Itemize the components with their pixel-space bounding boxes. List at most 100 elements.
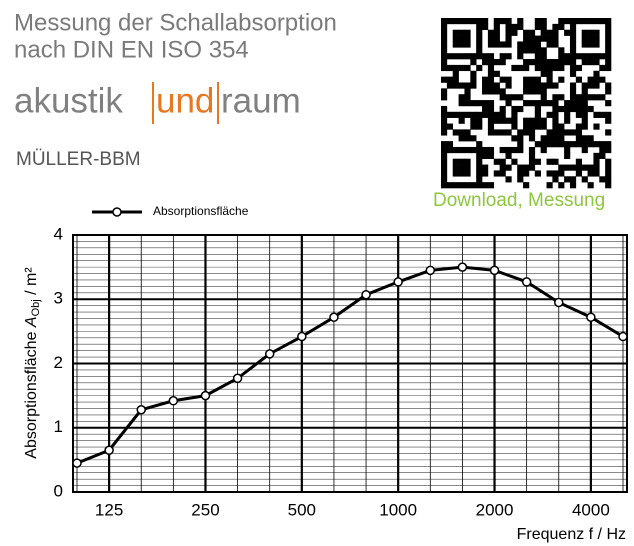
qr-module [581, 111, 588, 118]
qr-module [593, 76, 600, 83]
data-point [425, 265, 436, 276]
y-tick-label: 0 [54, 481, 63, 500]
qr-module [505, 76, 512, 83]
qr-module [558, 135, 565, 142]
qr-module [517, 47, 524, 54]
qr-module [458, 100, 465, 107]
qr-module [505, 176, 512, 183]
qr-module [487, 88, 495, 95]
qr-module [534, 59, 541, 66]
qr-module [464, 35, 471, 42]
qr-module [523, 82, 530, 89]
qr-module [575, 53, 582, 60]
qr-module [476, 141, 483, 148]
qr-module [581, 164, 588, 171]
qr-module [470, 123, 477, 130]
qr-module [446, 111, 454, 118]
qr-module [482, 182, 489, 189]
qr-module [458, 94, 465, 101]
qr-module [505, 82, 512, 89]
qr-module [564, 100, 571, 107]
qr-module [470, 18, 477, 25]
qr-module [593, 70, 600, 77]
qr-module [575, 64, 582, 72]
qr-module [605, 129, 612, 136]
qr-module [528, 129, 536, 136]
qr-module [605, 82, 612, 89]
qr-module [441, 105, 448, 113]
qr-module [487, 123, 495, 130]
qr-module [599, 53, 606, 60]
qr-module [487, 152, 495, 159]
qr-module [552, 117, 559, 124]
qr-code[interactable] [441, 18, 612, 189]
qr-module [599, 94, 606, 101]
qr-module [499, 111, 506, 118]
qr-module [505, 146, 512, 154]
qr-module [470, 100, 477, 107]
qr-module [476, 41, 483, 48]
y-tick-label: 2 [54, 353, 63, 372]
data-point [136, 405, 146, 415]
qr-module [581, 94, 588, 101]
qr-module [558, 47, 565, 54]
qr-module [487, 59, 495, 66]
data-point [264, 349, 275, 359]
y-label-unit: / m² [23, 267, 40, 295]
qr-module [441, 117, 448, 124]
qr-module [470, 70, 477, 77]
series-line [76, 265, 624, 465]
qr-module [441, 94, 448, 101]
qr-module [446, 64, 454, 72]
qr-module [505, 35, 512, 42]
qr-module [569, 23, 577, 31]
qr-module [587, 82, 594, 89]
qr-module [441, 23, 448, 31]
qr-module [517, 164, 524, 171]
qr-module [517, 23, 524, 31]
qr-module [493, 82, 500, 89]
data-point [489, 265, 500, 276]
qr-module [446, 141, 454, 148]
qr-module [505, 53, 512, 60]
qr-module [552, 29, 559, 36]
qr-module [482, 146, 489, 154]
qr-module [593, 41, 600, 48]
qr-module [564, 129, 571, 136]
qr-module [452, 129, 459, 136]
qr-module [505, 164, 512, 171]
qr-module [575, 111, 582, 118]
qr-module [528, 88, 536, 95]
qr-module [569, 18, 577, 25]
qr-module [441, 47, 448, 54]
qr-module [476, 146, 483, 154]
qr-module [569, 164, 577, 171]
qr-module [517, 129, 524, 136]
qr-module [558, 182, 565, 189]
qr-module [493, 29, 500, 36]
qr-module [528, 100, 536, 107]
qr-module [575, 164, 582, 171]
qr-module [476, 18, 483, 25]
qr-module [493, 117, 500, 124]
qr-module [470, 111, 477, 118]
x-tick-label: 500 [288, 500, 316, 519]
qr-module [493, 23, 500, 31]
qr-module [528, 76, 536, 83]
download-link[interactable]: Download, Messung [433, 190, 605, 211]
qr-module [452, 146, 459, 154]
qr-module [464, 111, 471, 118]
qr-module [499, 59, 506, 66]
qr-module [499, 117, 506, 124]
qr-module [493, 70, 500, 77]
qr-module [564, 117, 571, 124]
qr-module [575, 123, 582, 130]
qr-module [441, 182, 448, 189]
qr-module [482, 76, 489, 83]
qr-module [593, 152, 600, 159]
qr-module [558, 105, 565, 113]
qr-module [605, 158, 612, 165]
qr-module [523, 100, 530, 107]
qr-module [482, 53, 489, 60]
qr-module [499, 88, 506, 95]
